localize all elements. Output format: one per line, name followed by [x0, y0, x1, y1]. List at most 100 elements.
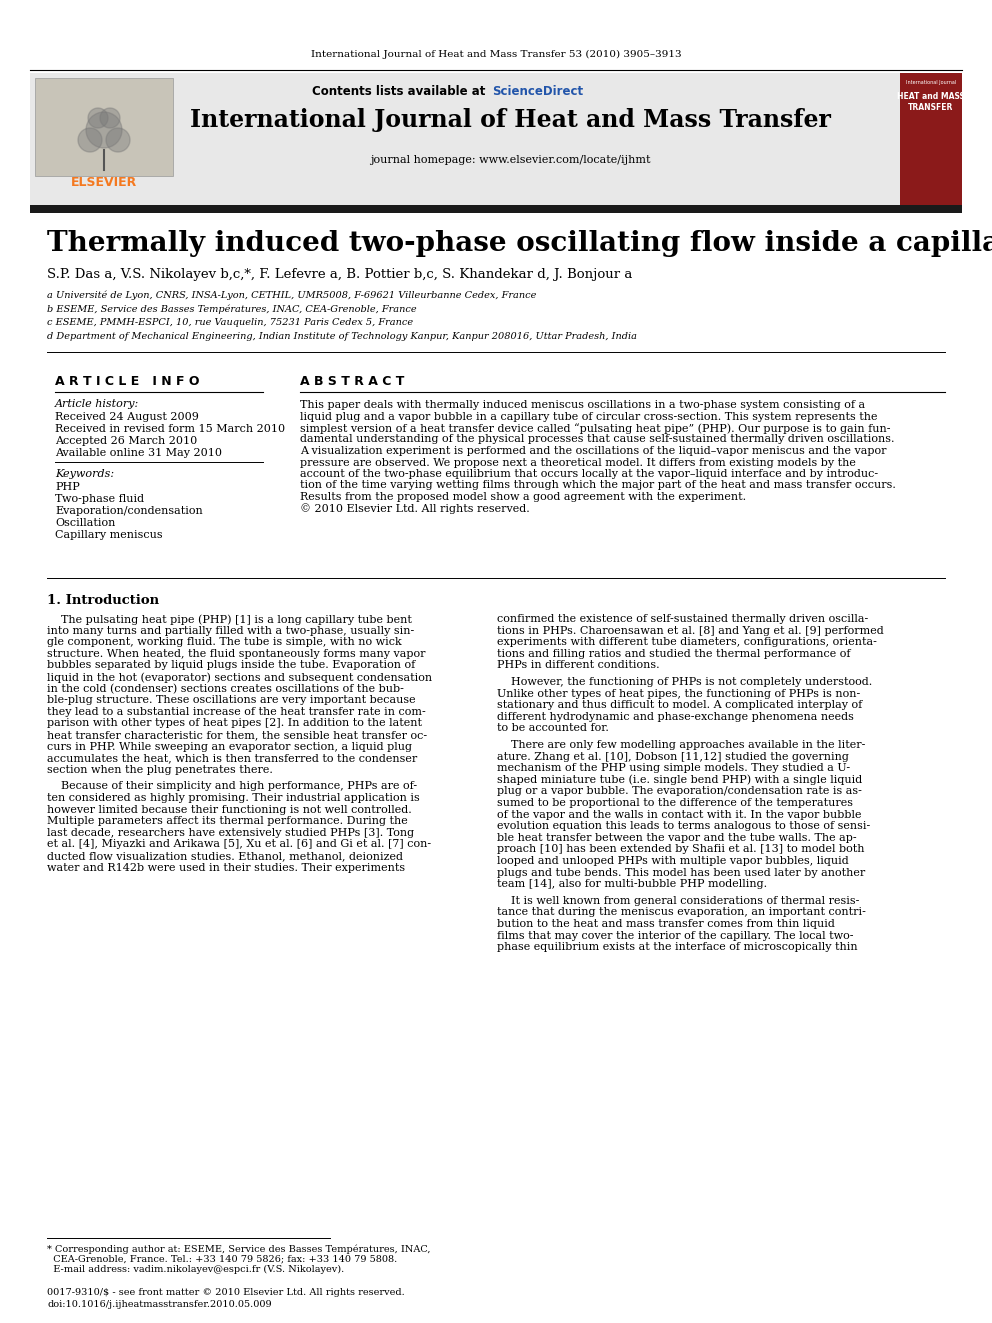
Text: E-mail address: vadim.nikolayev@espci.fr (V.S. Nikolayev).: E-mail address: vadim.nikolayev@espci.fr… [47, 1265, 344, 1274]
Text: a Université de Lyon, CNRS, INSA-Lyon, CETHIL, UMR5008, F-69621 Villeurbanne Ced: a Université de Lyon, CNRS, INSA-Lyon, C… [47, 290, 537, 299]
Text: shaped miniature tube (i.e. single bend PHP) with a single liquid: shaped miniature tube (i.e. single bend … [497, 775, 862, 786]
Text: PHP: PHP [55, 482, 79, 492]
Text: plugs and tube bends. This model has been used later by another: plugs and tube bends. This model has bee… [497, 868, 865, 877]
Text: This paper deals with thermally induced meniscus oscillations in a two-phase sys: This paper deals with thermally induced … [300, 400, 865, 410]
Text: phase equilibrium exists at the interface of microscopically thin: phase equilibrium exists at the interfac… [497, 942, 858, 953]
Text: tion of the time varying wetting films through which the major part of the heat : tion of the time varying wetting films t… [300, 480, 896, 491]
Text: journal homepage: www.elsevier.com/locate/ijhmt: journal homepage: www.elsevier.com/locat… [370, 155, 650, 165]
Text: into many turns and partially filled with a two-phase, usually sin-: into many turns and partially filled wit… [47, 626, 415, 635]
Text: looped and unlooped PHPs with multiple vapor bubbles, liquid: looped and unlooped PHPs with multiple v… [497, 856, 849, 867]
Text: of the vapor and the walls in contact with it. In the vapor bubble: of the vapor and the walls in contact wi… [497, 810, 861, 820]
Text: Contents lists available at: Contents lists available at [312, 85, 490, 98]
Text: bubbles separated by liquid plugs inside the tube. Evaporation of: bubbles separated by liquid plugs inside… [47, 660, 416, 671]
Text: experiments with different tube diameters, configurations, orienta-: experiments with different tube diameter… [497, 638, 877, 647]
Text: heat transfer characteristic for them, the sensible heat transfer oc-: heat transfer characteristic for them, t… [47, 730, 428, 740]
Text: accumulates the heat, which is then transferred to the condenser: accumulates the heat, which is then tran… [47, 753, 418, 763]
Bar [30, 73, 900, 205]
Text: they lead to a substantial increase of the heat transfer rate in com-: they lead to a substantial increase of t… [47, 706, 426, 717]
Text: section when the plug penetrates there.: section when the plug penetrates there. [47, 765, 273, 775]
Text: parison with other types of heat pipes [2]. In addition to the latent: parison with other types of heat pipes [… [47, 718, 422, 729]
Text: in the cold (condenser) sections creates oscillations of the bub-: in the cold (condenser) sections creates… [47, 684, 404, 693]
Text: bution to the heat and mass transfer comes from thin liquid: bution to the heat and mass transfer com… [497, 919, 835, 929]
Text: Unlike other types of heat pipes, the functioning of PHPs is non-: Unlike other types of heat pipes, the fu… [497, 688, 860, 699]
Text: It is well known from general considerations of thermal resis-: It is well known from general considerat… [497, 896, 859, 906]
Text: A B S T R A C T: A B S T R A C T [300, 374, 405, 388]
Bar [900, 73, 962, 205]
Text: Capillary meniscus: Capillary meniscus [55, 531, 163, 540]
Text: * Corresponding author at: ESEME, Service des Basses Températures, INAC,: * Corresponding author at: ESEME, Servic… [47, 1244, 431, 1253]
Text: liquid in the hot (evaporator) sections and subsequent condensation: liquid in the hot (evaporator) sections … [47, 672, 433, 683]
Text: PHPs in different conditions.: PHPs in different conditions. [497, 660, 660, 671]
Text: confirmed the existence of self-sustained thermally driven oscilla-: confirmed the existence of self-sustaine… [497, 614, 868, 624]
Text: tions and filling ratios and studied the thermal performance of: tions and filling ratios and studied the… [497, 648, 850, 659]
Text: to be accounted for.: to be accounted for. [497, 724, 609, 733]
Text: damental understanding of the physical processes that cause self-sustained therm: damental understanding of the physical p… [300, 434, 895, 445]
Text: et al. [4], Miyazki and Arikawa [5], Xu et al. [6] and Gi et al. [7] con-: et al. [4], Miyazki and Arikawa [5], Xu … [47, 839, 432, 849]
Text: Thermally induced two-phase oscillating flow inside a capillary tube: Thermally induced two-phase oscillating … [47, 230, 992, 257]
Text: Oscillation: Oscillation [55, 519, 115, 528]
Text: A R T I C L E   I N F O: A R T I C L E I N F O [55, 374, 199, 388]
Text: structure. When heated, the fluid spontaneously forms many vapor: structure. When heated, the fluid sponta… [47, 648, 426, 659]
Circle shape [106, 128, 130, 152]
Text: TRANSFER: TRANSFER [909, 103, 953, 112]
Text: Results from the proposed model show a good agreement with the experiment.: Results from the proposed model show a g… [300, 492, 746, 501]
Text: gle component, working fluid. The tube is simple, with no wick: gle component, working fluid. The tube i… [47, 638, 402, 647]
Text: Keywords:: Keywords: [55, 468, 114, 479]
Text: curs in PHP. While sweeping an evaporator section, a liquid plug: curs in PHP. While sweeping an evaporato… [47, 742, 412, 751]
Text: sumed to be proportional to the difference of the temperatures: sumed to be proportional to the differen… [497, 798, 853, 808]
Text: d Department of Mechanical Engineering, Indian Institute of Technology Kanpur, K: d Department of Mechanical Engineering, … [47, 332, 637, 341]
Text: Because of their simplicity and high performance, PHPs are of-: Because of their simplicity and high per… [47, 782, 417, 791]
Circle shape [88, 108, 108, 128]
Text: CEA-Grenoble, France. Tel.: +33 140 79 5826; fax: +33 140 79 5808.: CEA-Grenoble, France. Tel.: +33 140 79 5… [47, 1254, 397, 1263]
Text: however limited because their functioning is not well controlled.: however limited because their functionin… [47, 804, 412, 815]
Text: Available online 31 May 2010: Available online 31 May 2010 [55, 448, 222, 458]
Text: The pulsating heat pipe (PHP) [1] is a long capillary tube bent: The pulsating heat pipe (PHP) [1] is a l… [47, 614, 412, 624]
Text: evolution equation this leads to terms analogous to those of sensi-: evolution equation this leads to terms a… [497, 822, 870, 831]
Text: last decade, researchers have extensively studied PHPs [3]. Tong: last decade, researchers have extensivel… [47, 828, 414, 837]
Text: HEAT and MASS: HEAT and MASS [897, 93, 965, 101]
Text: ble-plug structure. These oscillations are very important because: ble-plug structure. These oscillations a… [47, 695, 416, 705]
Text: S.P. Das a, V.S. Nikolayev b,c,*, F. Lefevre a, B. Pottier b,c, S. Khandekar d, : S.P. Das a, V.S. Nikolayev b,c,*, F. Lef… [47, 269, 632, 280]
Text: liquid plug and a vapor bubble in a capillary tube of circular cross-section. Th: liquid plug and a vapor bubble in a capi… [300, 411, 878, 422]
Text: International Journal of Heat and Mass Transfer 53 (2010) 3905–3913: International Journal of Heat and Mass T… [310, 50, 682, 60]
Text: ble heat transfer between the vapor and the tube walls. The ap-: ble heat transfer between the vapor and … [497, 832, 857, 843]
Text: c ESEME, PMMH-ESPCI, 10, rue Vauquelin, 75231 Paris Cedex 5, France: c ESEME, PMMH-ESPCI, 10, rue Vauquelin, … [47, 318, 413, 327]
Text: tions in PHPs. Charoensawan et al. [8] and Yang et al. [9] performed: tions in PHPs. Charoensawan et al. [8] a… [497, 626, 884, 635]
Text: International Journal of Heat and Mass Transfer: International Journal of Heat and Mass T… [189, 108, 830, 132]
Bar [30, 205, 962, 213]
Text: ature. Zhang et al. [10], Dobson [11,12] studied the governing: ature. Zhang et al. [10], Dobson [11,12]… [497, 751, 849, 762]
Bar [35, 78, 173, 176]
Text: simplest version of a heat transfer device called “pulsating heat pipe” (PHP). O: simplest version of a heat transfer devi… [300, 423, 891, 434]
Text: Received 24 August 2009: Received 24 August 2009 [55, 411, 198, 422]
Text: 1. Introduction: 1. Introduction [47, 594, 159, 607]
Text: © 2010 Elsevier Ltd. All rights reserved.: © 2010 Elsevier Ltd. All rights reserved… [300, 504, 530, 515]
Text: ducted flow visualization studies. Ethanol, methanol, deionized: ducted flow visualization studies. Ethan… [47, 851, 403, 861]
Text: b ESEME, Service des Basses Températures, INAC, CEA-Grenoble, France: b ESEME, Service des Basses Températures… [47, 304, 417, 314]
Text: A visualization experiment is performed and the oscillations of the liquid–vapor: A visualization experiment is performed … [300, 446, 887, 456]
Text: Accepted 26 March 2010: Accepted 26 March 2010 [55, 437, 197, 446]
Text: proach [10] has been extended by Shafii et al. [13] to model both: proach [10] has been extended by Shafii … [497, 844, 864, 855]
Text: Evaporation/condensation: Evaporation/condensation [55, 505, 202, 516]
Text: Two-phase fluid: Two-phase fluid [55, 493, 144, 504]
Text: ELSEVIER: ELSEVIER [70, 176, 137, 189]
Text: tance that during the meniscus evaporation, an important contri-: tance that during the meniscus evaporati… [497, 908, 866, 917]
Text: ten considered as highly promising. Their industrial application is: ten considered as highly promising. Thei… [47, 792, 420, 803]
Text: 0017-9310/$ - see front matter © 2010 Elsevier Ltd. All rights reserved.: 0017-9310/$ - see front matter © 2010 El… [47, 1289, 405, 1297]
Text: Multiple parameters affect its thermal performance. During the: Multiple parameters affect its thermal p… [47, 816, 408, 826]
Circle shape [86, 112, 122, 148]
Text: doi:10.1016/j.ijheatmasstransfer.2010.05.009: doi:10.1016/j.ijheatmasstransfer.2010.05… [47, 1301, 272, 1308]
Text: There are only few modelling approaches available in the liter-: There are only few modelling approaches … [497, 740, 865, 750]
Text: team [14], also for multi-bubble PHP modelling.: team [14], also for multi-bubble PHP mod… [497, 880, 767, 889]
Text: account of the two-phase equilibrium that occurs locally at the vapor–liquid int: account of the two-phase equilibrium tha… [300, 468, 878, 479]
Text: ScienceDirect: ScienceDirect [492, 85, 583, 98]
Text: Received in revised form 15 March 2010: Received in revised form 15 March 2010 [55, 423, 285, 434]
Text: films that may cover the interior of the capillary. The local two-: films that may cover the interior of the… [497, 930, 853, 941]
Text: different hydrodynamic and phase-exchange phenomena needs: different hydrodynamic and phase-exchang… [497, 712, 854, 722]
Text: water and R142b were used in their studies. Their experiments: water and R142b were used in their studi… [47, 863, 405, 873]
Text: Article history:: Article history: [55, 400, 139, 409]
Circle shape [100, 108, 120, 128]
Text: plug or a vapor bubble. The evaporation/condensation rate is as-: plug or a vapor bubble. The evaporation/… [497, 786, 862, 796]
Circle shape [78, 128, 102, 152]
Text: pressure are observed. We propose next a theoretical model. It differs from exis: pressure are observed. We propose next a… [300, 458, 856, 467]
Text: mechanism of the PHP using simple models. They studied a U-: mechanism of the PHP using simple models… [497, 763, 850, 773]
